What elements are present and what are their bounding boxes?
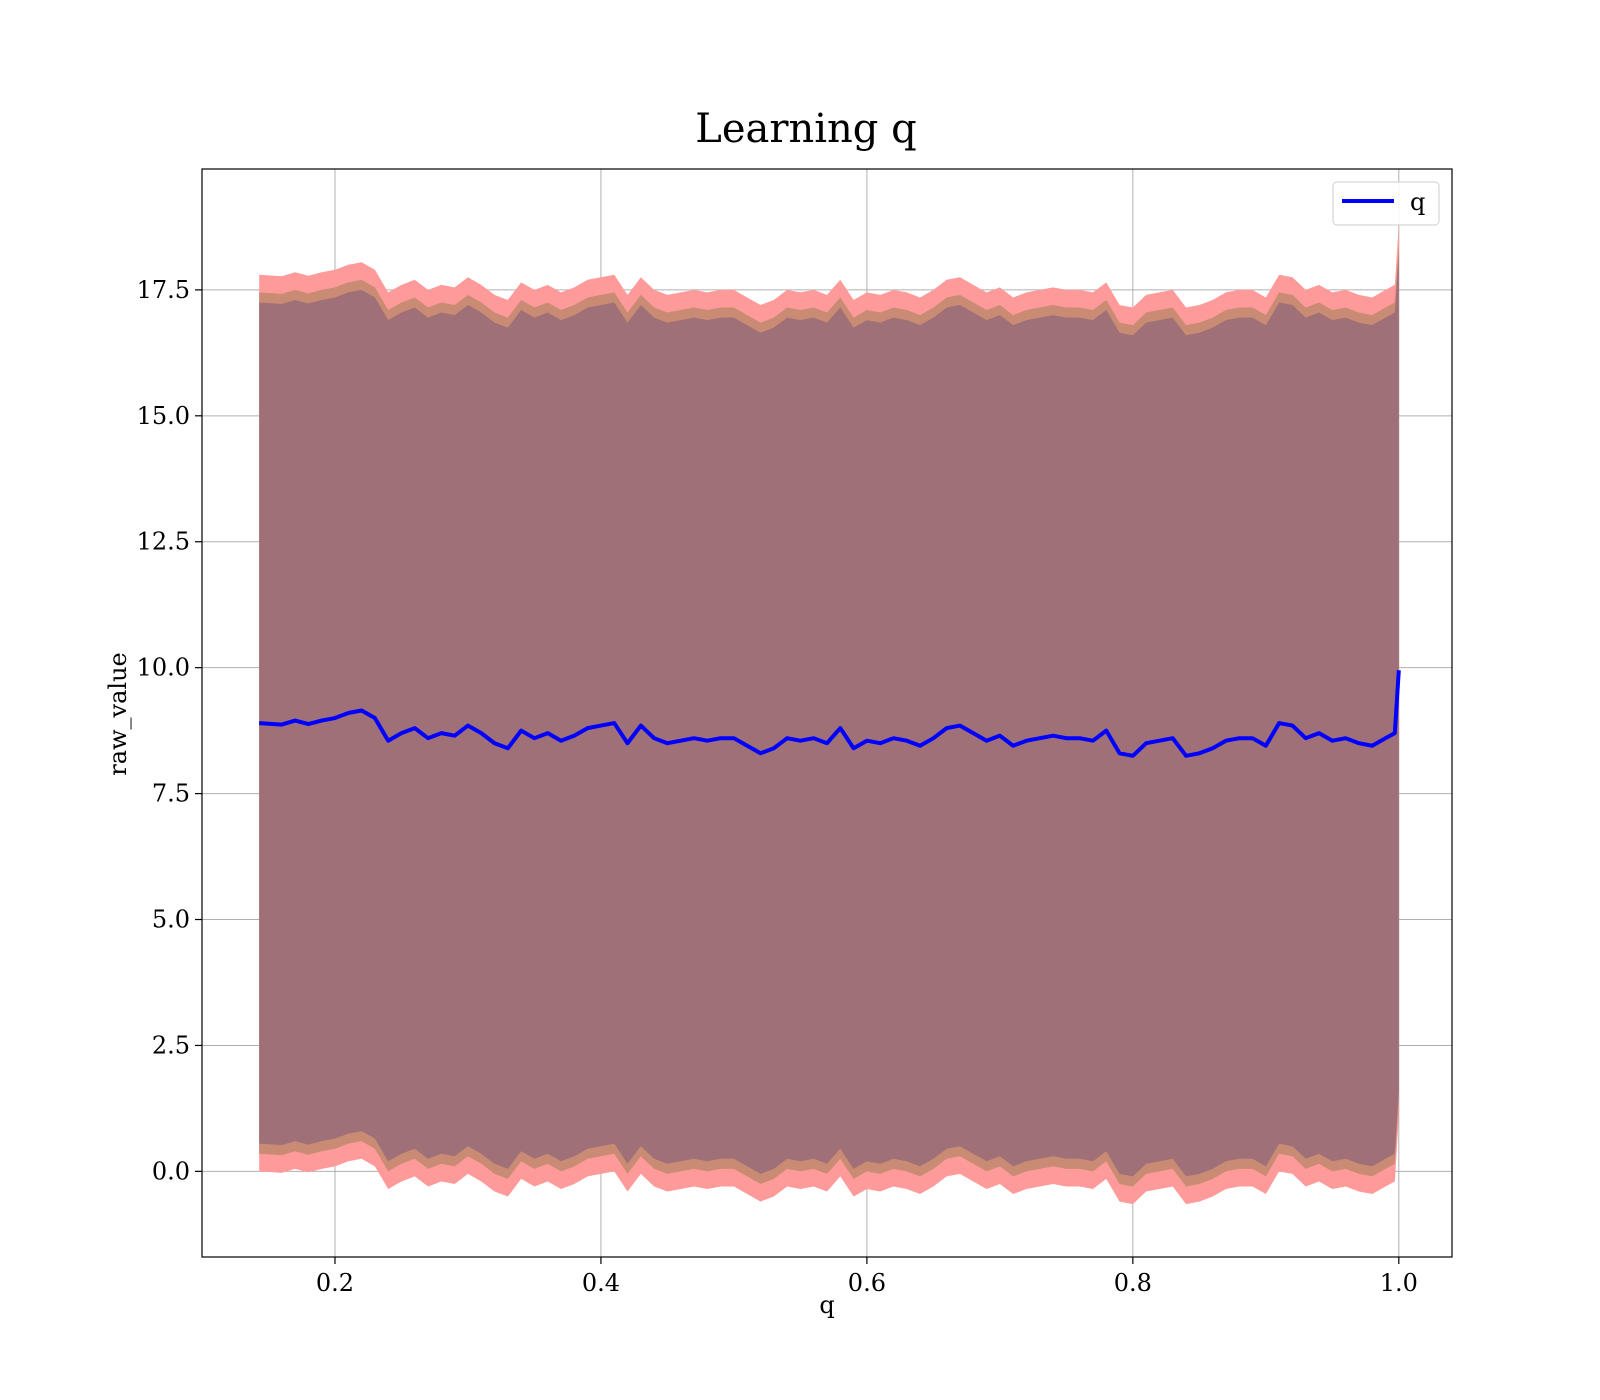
x-tick-label: 1.0	[1380, 1269, 1418, 1297]
y-tick-label: 17.5	[137, 276, 190, 304]
y-tick-label: 7.5	[152, 780, 190, 808]
x-axis-label: q	[819, 1291, 834, 1319]
series-line-q	[259, 670, 1401, 758]
plot-area-frame	[201, 168, 1453, 1258]
x-axis-ticks: 0.2 0.4 0.6 0.8 1.0	[316, 1257, 1418, 1297]
y-tick-label: 0.0	[152, 1157, 190, 1185]
confidence-bands	[259, 224, 1399, 1205]
legend: q	[1332, 181, 1440, 226]
x-tick-label: 0.6	[848, 1269, 886, 1297]
band-inner-0	[259, 254, 1399, 1177]
x-tick-label: 0.2	[316, 1269, 354, 1297]
y-axis-ticks: 0.0 2.5 5.0 7.5 10.0 12.5 15.0 17.5	[137, 276, 202, 1185]
series-lines	[259, 670, 1401, 758]
y-tick-label: 12.5	[137, 528, 190, 556]
y-tick-label: 10.0	[137, 654, 190, 682]
y-tick-label: 15.0	[137, 402, 190, 430]
y-tick-label: 5.0	[152, 906, 190, 934]
legend-box	[1332, 181, 1440, 226]
y-tick-label: 2.5	[152, 1031, 190, 1059]
x-tick-label: 0.8	[1114, 1269, 1152, 1297]
legend-label-q: q	[1410, 188, 1425, 216]
x-tick-label: 0.4	[582, 1269, 620, 1297]
chart-title: Learning q	[695, 106, 916, 152]
y-axis-label: raw_value	[104, 652, 132, 776]
